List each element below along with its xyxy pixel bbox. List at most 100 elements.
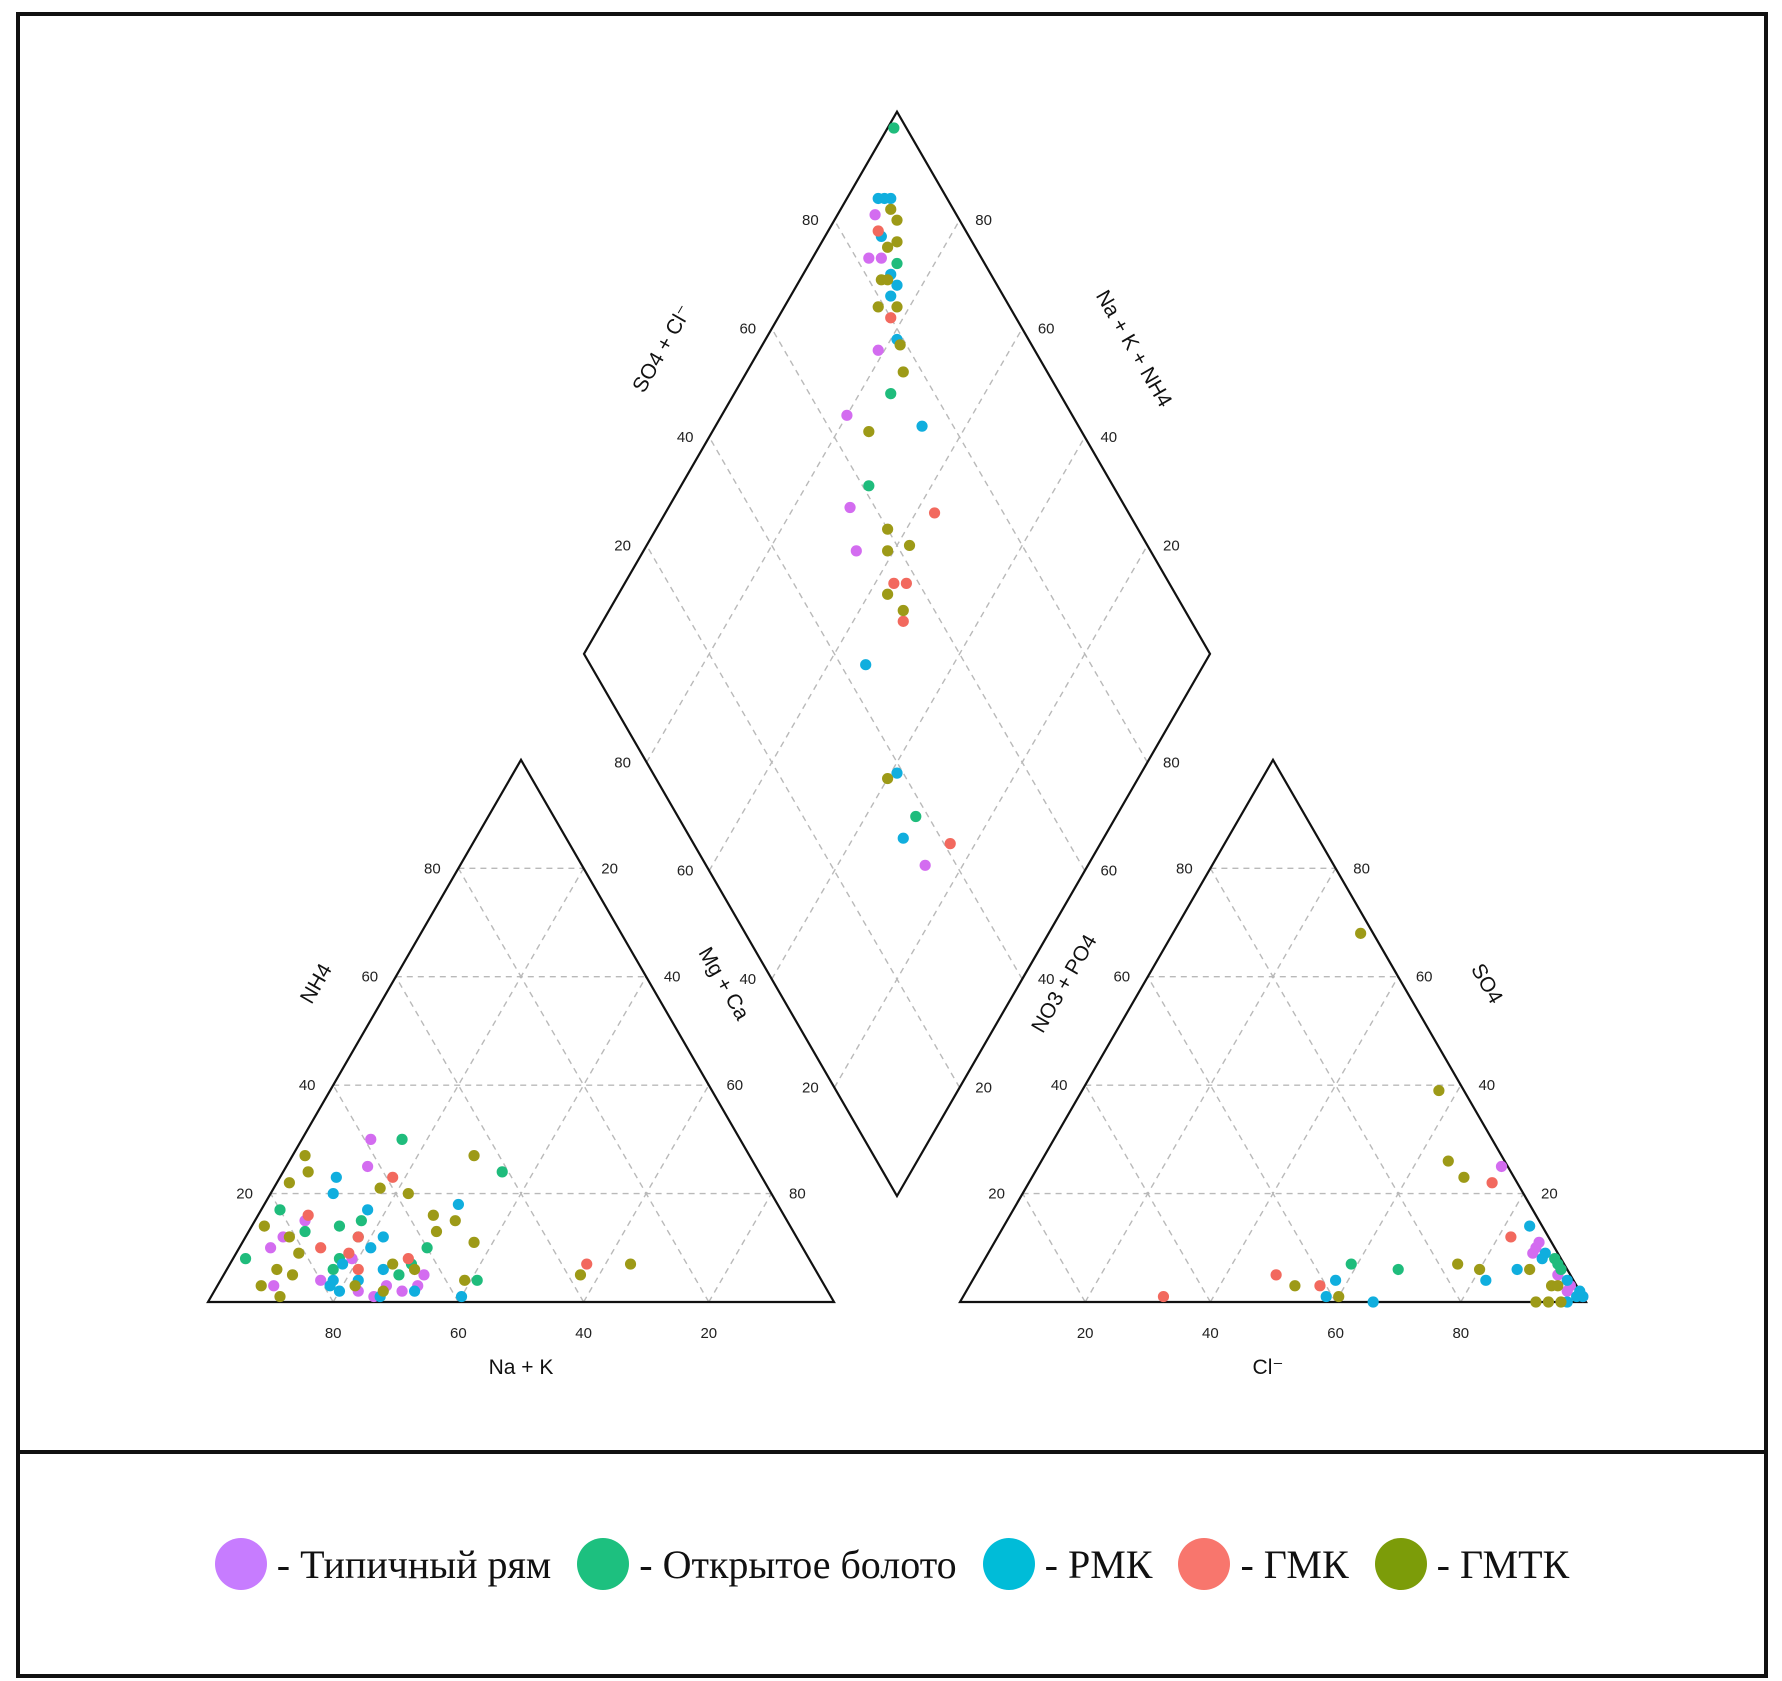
cation-point: [362, 1160, 374, 1173]
anion-point: [1480, 1274, 1492, 1286]
diamond-point: [891, 279, 903, 291]
cation-left-axis-label: NH4: [296, 960, 337, 1008]
diamond-point: [882, 588, 894, 600]
diamond-gridline: [771, 328, 1086, 872]
cation-point: [459, 1274, 471, 1286]
cation-point: [352, 1263, 364, 1276]
diamond-point: [885, 203, 897, 215]
cation-point: [374, 1182, 386, 1194]
diamond-point: [888, 122, 900, 134]
cation-point: [362, 1204, 374, 1216]
cation-point: [239, 1253, 252, 1265]
cation-point: [343, 1247, 355, 1259]
cation-point: [352, 1231, 364, 1243]
diamond-point: [916, 420, 928, 432]
diamond-upper-left-tick: 20: [614, 537, 631, 554]
cation-point: [421, 1242, 433, 1254]
anion-point: [1561, 1285, 1573, 1297]
diamond-gridline: [708, 436, 1023, 980]
anion-point: [1527, 1247, 1539, 1259]
cation-gridline: [457, 976, 647, 1303]
anion-point: [1511, 1263, 1523, 1276]
diamond-point: [869, 209, 881, 221]
anion-triangle-outline: [958, 757, 1588, 1304]
anion-gridline: [1147, 976, 1337, 1303]
anion-gridline: [1460, 1193, 1525, 1303]
diamond-point: [891, 236, 903, 248]
anion-point: [1495, 1160, 1508, 1173]
cation-point: [315, 1274, 327, 1286]
cation-left-tick: 40: [299, 1077, 316, 1094]
cation-point: [387, 1171, 399, 1183]
cation-point: [349, 1280, 361, 1292]
legend-item-typical-ryam: - Типичный рям: [214, 1538, 552, 1590]
cation-bottom-tick: 60: [450, 1325, 467, 1342]
cation-point: [255, 1280, 267, 1292]
anion-point: [1452, 1258, 1464, 1270]
cation-point: [408, 1263, 421, 1276]
cation-bottom-tick: 80: [325, 1325, 342, 1342]
legend-marker: [214, 1538, 267, 1590]
diamond-point: [863, 252, 875, 264]
legend-marker: [1374, 1538, 1427, 1590]
diamond-upper-right-tick: 20: [1163, 537, 1180, 554]
diamond-upper-left-axis-label: SO4 + Cl⁻: [628, 301, 696, 396]
diamond-upper-right-tick: 40: [1100, 429, 1117, 446]
cation-point: [274, 1204, 286, 1216]
cation-left-tick: 20: [236, 1186, 253, 1203]
diamond-point: [841, 409, 853, 421]
anion-point: [1486, 1177, 1498, 1189]
cation-gridline: [457, 867, 710, 1303]
cation-point: [387, 1258, 399, 1270]
cation-point: [327, 1274, 339, 1286]
diamond-upper-left-tick: 40: [677, 429, 694, 446]
diamond-point: [882, 772, 894, 785]
anion-point: [1442, 1155, 1454, 1167]
cation-point: [468, 1236, 480, 1248]
diamond-point: [891, 301, 903, 313]
legend-item-rmk: - РМК: [982, 1538, 1152, 1590]
anion-point: [1458, 1171, 1470, 1183]
legend-item-open-bog: - Открытое болото: [577, 1538, 957, 1590]
cation-point: [396, 1133, 408, 1145]
legend-label: - Типичный рям: [276, 1541, 552, 1587]
anion-point: [1530, 1296, 1542, 1308]
diamond-point: [872, 225, 884, 237]
anion-bottom-tick: 40: [1202, 1325, 1219, 1342]
cation-point: [330, 1171, 342, 1183]
diamond-point: [863, 425, 875, 438]
anion-point: [1330, 1274, 1342, 1286]
diamond-lower-left-tick: 20: [802, 1080, 819, 1097]
legend-label: - ГМК: [1240, 1541, 1349, 1587]
diamond-point: [885, 312, 897, 324]
anion-point: [1574, 1285, 1586, 1297]
anion-point: [1542, 1296, 1555, 1308]
cation-point: [496, 1166, 508, 1178]
diamond-upper-right-axis-label: Na + K + NH4: [1091, 286, 1176, 411]
anion-right-tick: 60: [1416, 969, 1433, 986]
grid-lines: [269, 219, 1525, 1303]
anion-right-tick: 80: [1353, 860, 1370, 877]
cation-point: [333, 1220, 346, 1232]
cation-left-tick: 80: [424, 860, 441, 877]
cation-point: [396, 1285, 408, 1297]
diamond-point: [897, 604, 909, 617]
cation-point: [327, 1187, 339, 1200]
diamond-lower-right-tick: 80: [1163, 754, 1180, 771]
diamond-point: [897, 615, 909, 627]
cation-point: [283, 1231, 295, 1243]
anion-right-axis-label: SO4: [1466, 960, 1507, 1008]
anion-point: [1524, 1220, 1536, 1232]
anion-point: [1333, 1290, 1345, 1303]
legend-item-gmk: - ГМК: [1178, 1538, 1349, 1590]
plot-outlines: [206, 109, 1588, 1304]
cation-point: [265, 1242, 277, 1254]
anion-point: [1367, 1296, 1379, 1308]
diamond-point: [844, 501, 856, 514]
anion-point: [1157, 1290, 1170, 1303]
cation-bottom-tick: 40: [575, 1325, 592, 1342]
cation-point: [327, 1263, 339, 1276]
diamond-point: [885, 388, 897, 400]
diamond-point: [910, 810, 922, 823]
cation-point: [336, 1258, 349, 1270]
